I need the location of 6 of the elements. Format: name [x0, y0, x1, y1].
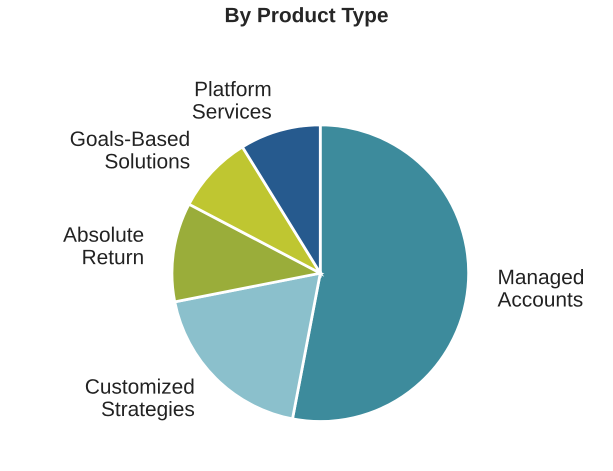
slice-label: Platform Services [192, 80, 271, 119]
slice-label: Managed Accounts [498, 269, 584, 307]
slice-label: Absolute Return [63, 226, 144, 264]
slice-label: Customized Strategies [86, 378, 194, 420]
slice-label: Goals-Based Solutions [70, 130, 190, 169]
chart-title: By Product Type [226, 7, 388, 26]
